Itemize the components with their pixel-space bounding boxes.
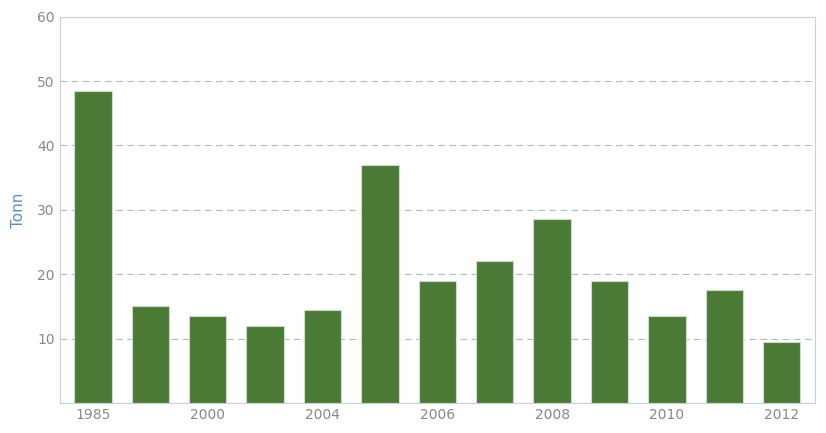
Bar <box>74 90 112 403</box>
Y-axis label: Tonn: Tonn <box>11 192 26 227</box>
Bar <box>534 220 571 403</box>
Bar <box>304 310 341 403</box>
Bar <box>189 316 226 403</box>
Bar <box>419 281 456 403</box>
Bar <box>591 281 628 403</box>
Bar <box>246 326 284 403</box>
Bar <box>705 290 743 403</box>
Bar <box>763 342 800 403</box>
Bar <box>131 307 169 403</box>
Bar <box>476 262 513 403</box>
Bar <box>361 165 399 403</box>
Bar <box>648 316 686 403</box>
